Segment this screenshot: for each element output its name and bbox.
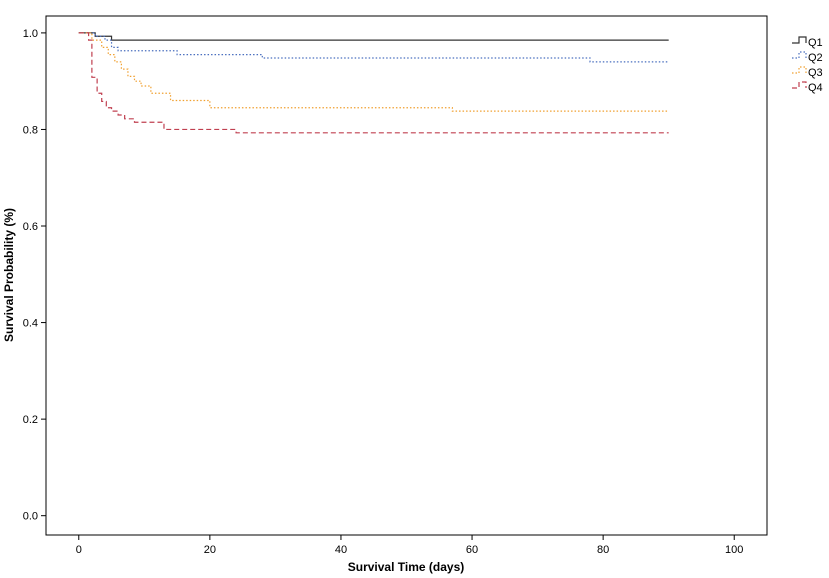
- x-tick-label: 40: [335, 544, 347, 556]
- y-tick-label: 0.2: [23, 414, 38, 426]
- x-axis-title: Survival Time (days): [348, 560, 465, 574]
- y-tick-label: 1.0: [23, 28, 38, 40]
- y-tick-label: 0.0: [23, 511, 38, 523]
- y-axis-title: Survival Probability (%): [2, 208, 16, 342]
- x-tick-label: 0: [76, 544, 82, 556]
- x-tick-label: 100: [725, 544, 743, 556]
- series-line-q3: [78, 32, 669, 112]
- series-line-q1: [78, 32, 669, 41]
- legend-label: Q2: [808, 52, 823, 64]
- series-line-q2: [78, 32, 669, 63]
- y-tick-label: 0.8: [23, 124, 38, 136]
- series-line-q4: [78, 32, 669, 134]
- legend-label: Q4: [808, 82, 823, 94]
- y-tick-label: 0.6: [23, 221, 38, 233]
- legend-label: Q3: [808, 67, 823, 79]
- x-tick-label: 60: [466, 544, 478, 556]
- y-tick-label: 0.4: [23, 318, 38, 330]
- legend-swatch: [792, 51, 807, 59]
- x-tick-label: 20: [204, 544, 216, 556]
- legend: Q1 Q2 Q3 Q4: [792, 36, 823, 94]
- legend-label: Q1: [808, 37, 823, 49]
- legend-swatch: [792, 36, 807, 44]
- y-axis: 0.0 0.2 0.4 0.6 0.8 1.0: [23, 28, 46, 523]
- plot-frame: [45, 15, 768, 536]
- legend-swatch: [792, 66, 807, 74]
- x-tick-label: 80: [597, 544, 609, 556]
- series-lines: [78, 32, 669, 134]
- legend-swatch: [792, 81, 807, 89]
- x-axis: 0 20 40 60 80 100: [76, 535, 743, 556]
